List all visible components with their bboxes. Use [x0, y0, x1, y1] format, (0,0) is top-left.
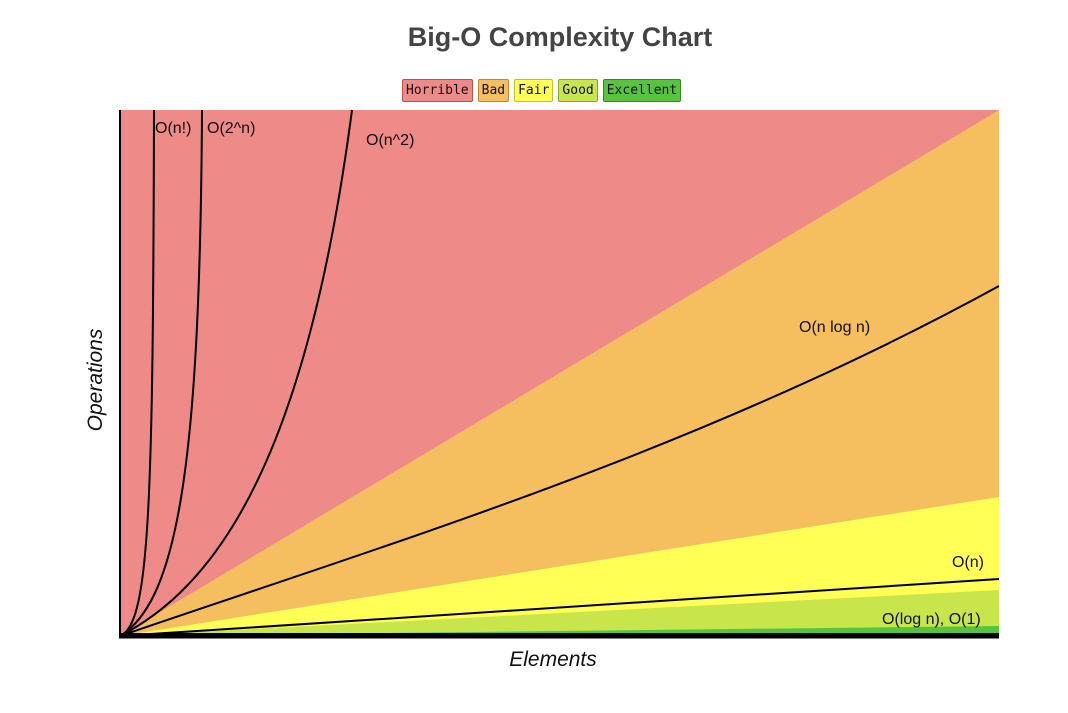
x-axis-label: Elements: [509, 648, 597, 671]
label-factorial: O(n!): [155, 120, 191, 137]
legend-horrible: Horrible: [402, 79, 473, 102]
curve-quadratic: [119, 109, 353, 637]
region-good: [120, 590, 999, 636]
legend-good: Good: [558, 79, 598, 102]
legend: Horrible Bad Fair Good Excellent: [402, 79, 682, 102]
label-exponential: O(2^n): [207, 120, 255, 137]
chart-title: Big-O Complexity Chart: [407, 22, 713, 52]
label-nlogn: O(n log n): [799, 319, 870, 336]
legend-excellent: Excellent: [602, 79, 682, 102]
curve-linear: [119, 578, 1000, 637]
label-log-const: O(log n), O(1): [882, 611, 981, 628]
y-axis-label: Operations: [84, 328, 107, 431]
legend-fair: Fair: [514, 79, 554, 102]
curve-exponential: [119, 109, 203, 637]
label-linear: O(n): [952, 554, 984, 571]
region-fair: [120, 497, 999, 636]
curve-factorial: [119, 109, 155, 637]
legend-bad: Bad: [477, 79, 510, 102]
curve-nlogn: [119, 285, 1000, 637]
region-bad: [120, 110, 999, 636]
label-quadratic: O(n^2): [366, 132, 414, 149]
